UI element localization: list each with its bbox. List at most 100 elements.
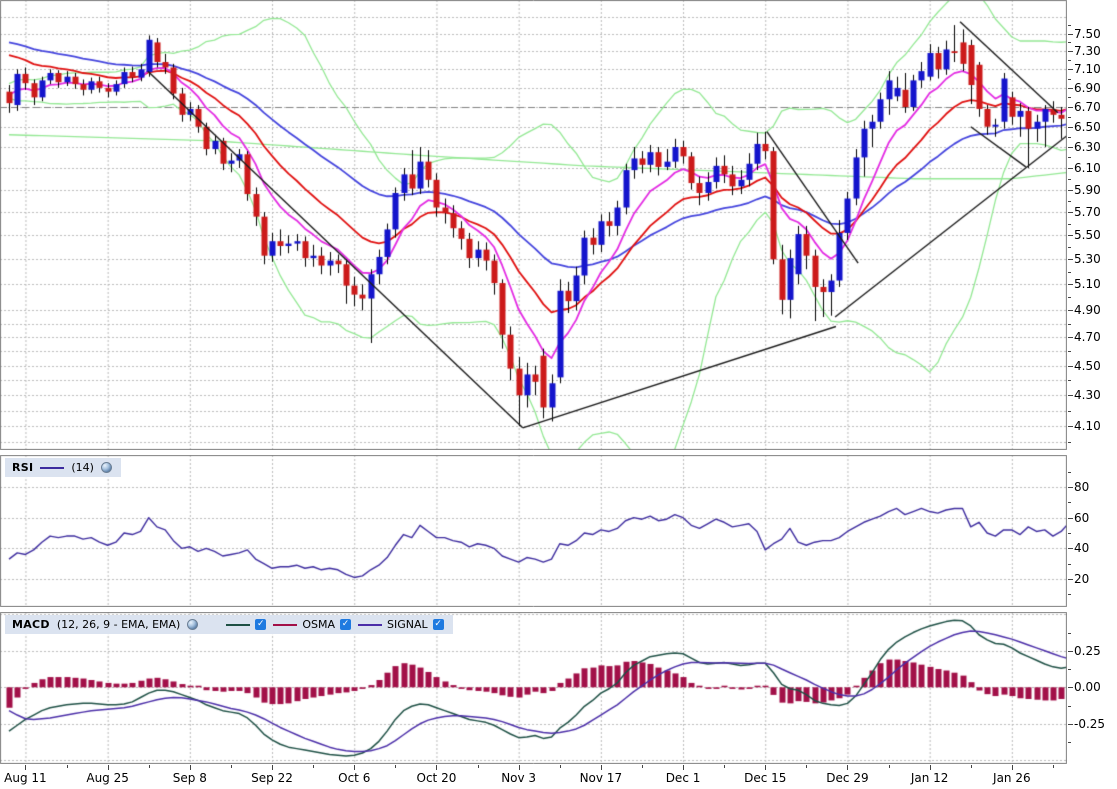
date-axis-label: Aug 11 [4,771,47,785]
price-axis-label: 7.30 [1074,44,1101,59]
axis-tick [67,765,68,768]
date-axis-label: Oct 20 [416,771,457,785]
axis-tick [1068,533,1071,534]
signal-checkbox[interactable]: ✓ [432,619,444,630]
macd-axis-label: 0.25 [1074,643,1101,658]
axis-tick [683,765,684,770]
rsi-axis-label: 80 [1074,480,1090,494]
axis-tick [1068,25,1071,26]
axis-tick [231,765,232,768]
axis-tick [1068,310,1073,311]
axis-tick [1068,42,1071,43]
axis-tick [354,765,355,770]
rsi-panel-header: RSI (14) [5,458,121,477]
date-axis-label: Nov 3 [501,771,537,785]
rsi-chart-canvas[interactable] [0,455,1067,607]
price-axis-label: 5.30 [1074,252,1101,267]
axis-tick [519,765,520,770]
date-axis-label: Dec 1 [665,771,701,785]
axis-tick [1068,687,1073,688]
axis-tick [1068,157,1071,158]
price-axis-label: 7.50 [1074,26,1101,41]
price-axis-label: 5.70 [1074,205,1101,220]
axis-tick [971,765,972,768]
axis-tick [642,765,643,768]
axis-tick [1068,426,1073,427]
price-axis-label: 5.50 [1074,228,1101,243]
date-axis-label: Sep 22 [251,771,293,785]
axis-tick [724,765,725,768]
axis-tick [1068,518,1073,519]
date-axis: Aug 11 Aug 25 Sep 8 Sep 22 Oct 6 Oct 20 Nov 3 N… [0,765,1117,789]
axis-tick [1068,548,1073,549]
date-axis-label: Dec 29 [826,771,869,785]
axis-tick [1068,442,1071,443]
axis-tick [1068,107,1073,108]
rsi-title: RSI [12,461,34,474]
price-axis-label: 6.90 [1074,80,1101,95]
price-axis-label: 5.10 [1074,277,1101,292]
axis-tick [436,765,437,770]
axis-tick [1068,97,1071,98]
price-axis-label: 4.50 [1074,358,1101,373]
axis-tick [1068,168,1073,169]
axis-tick [1068,724,1073,725]
price-chart-canvas[interactable] [0,0,1067,450]
axis-tick [1068,487,1073,488]
macd-axis-label: 0.00 [1074,680,1101,695]
axis-tick [190,765,191,770]
osma-label: OSMA [302,618,335,631]
date-axis-label: Oct 6 [338,771,371,785]
axis-tick [1068,380,1071,381]
axis-tick [272,765,273,770]
axis-tick [1068,272,1071,273]
price-axis-label: 4.70 [1074,330,1101,345]
date-axis-label: Dec 15 [744,771,787,785]
date-axis-label: Nov 17 [579,771,623,785]
date-axis-label: Sep 8 [172,771,207,785]
axis-tick [1068,247,1071,248]
axis-tick [313,765,314,768]
axis-tick [1068,117,1071,118]
macd-line-legend-item: ✓ [226,619,267,630]
axis-tick [1068,337,1073,338]
axis-tick [1068,235,1073,236]
axis-tick [1068,742,1071,743]
osma-checkbox[interactable]: ✓ [339,619,351,630]
signal-label: SIGNAL [386,618,428,631]
macd-line-swatch [226,623,251,626]
axis-tick [1068,88,1073,89]
price-axis-label: 6.30 [1074,140,1101,154]
price-axis-label: 4.30 [1074,388,1101,403]
axis-tick [1068,706,1071,707]
axis-tick [1068,60,1071,61]
axis-tick [601,765,602,770]
axis-tick [806,765,807,768]
osma-legend-item: OSMA ✓ [273,618,351,631]
macd-chart-canvas[interactable] [0,612,1067,764]
axis-tick [1068,366,1073,367]
axis-tick [889,765,890,768]
axis-tick [1068,411,1071,412]
rsi-axis-label: 20 [1074,571,1090,586]
axis-tick [1068,564,1071,565]
axis-tick [108,765,109,770]
price-axis-label: 7.10 [1074,62,1101,77]
osma-line-swatch [273,623,298,626]
globe-icon[interactable] [100,462,112,473]
axis-tick [1068,137,1071,138]
rsi-params: (14) [71,461,94,474]
macd-title: MACD [12,618,50,631]
axis-tick [1068,395,1073,396]
date-axis-label: Aug 25 [86,771,129,785]
price-axis-label: 4.90 [1074,303,1101,318]
axis-tick [1068,324,1071,325]
axis-tick [1068,472,1071,473]
axis-tick [1068,259,1073,260]
signal-legend-item: SIGNAL ✓ [357,618,444,631]
axis-tick [149,765,150,768]
macd-line-checkbox[interactable]: ✓ [255,619,267,630]
globe-icon[interactable] [187,619,199,630]
price-axis-label: 4.10 [1074,419,1101,434]
axis-tick [395,765,396,768]
